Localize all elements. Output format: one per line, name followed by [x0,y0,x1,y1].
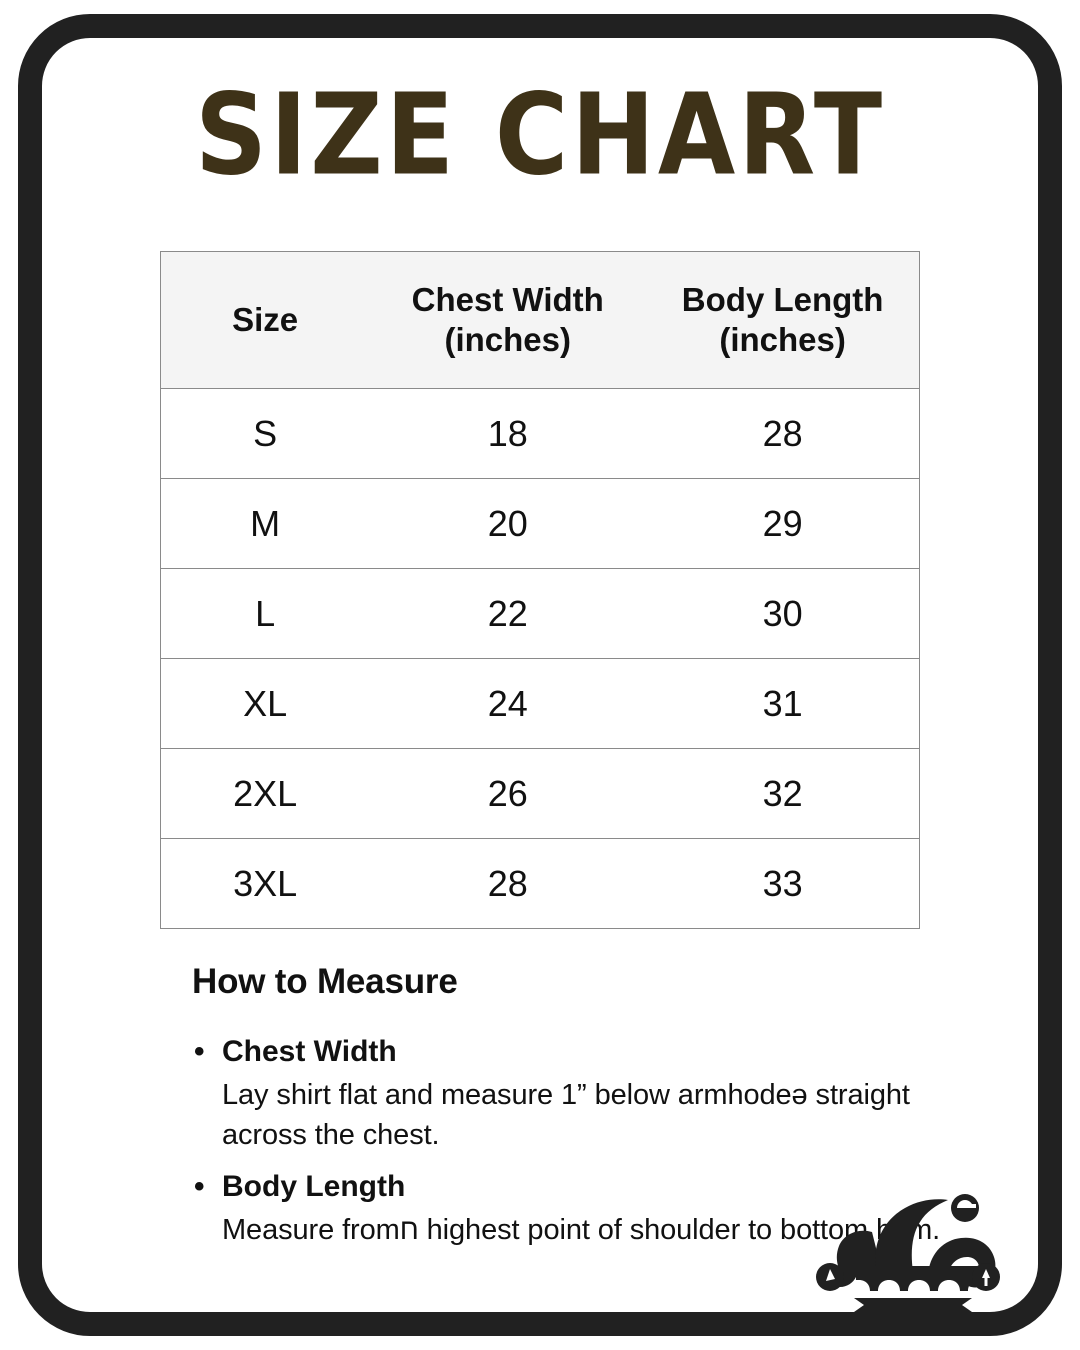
cell-body-length: 28 [762,412,803,454]
page-title: SIZE CHART [194,69,886,201]
how-to-measure-heading: How to Measure [192,962,458,1001]
table-row: 3XL 28 33 [161,839,920,929]
column-header-chest-width: Chest Width (inches) [369,251,647,389]
cell-size: M [250,502,281,544]
cell-size: 3XL [233,862,298,904]
table-row: L 22 30 [160,569,920,659]
cell-chest-width: 24 [487,682,528,724]
size-chart-table: Size Chest Width (inches) Body Length (i… [160,251,920,929]
bullet-title-body-length: • Body Length [192,1167,962,1206]
bullet-dot-icon: • [194,1035,205,1068]
cell-body-length: 29 [762,502,803,544]
table-row: 2XL 26 32 [160,749,920,839]
bullet-title-text: Chest Width [222,1035,397,1068]
cell-chest-width: 26 [487,772,528,814]
column-header-size: Size [160,251,370,389]
jester-hat-logo [810,1192,1006,1312]
cell-body-length: 33 [762,862,803,904]
size-table-container: Size Chest Width (inches) Body Length (i… [160,251,920,929]
list-item: • Chest Width Lay shirt flat and measure… [192,1032,962,1155]
column-header-chest-width-line2: (inches) [444,321,571,358]
column-header-chest-width-line1: Chest Width [411,280,604,318]
table-body: S 18 28 M 20 29 L 22 30 XL [160,389,920,929]
cell-size: S [253,412,278,454]
bullet-dot-icon: • [194,1170,205,1204]
cell-size: L [255,592,276,634]
cell-chest-width: 20 [487,502,528,544]
cell-body-length: 32 [762,772,803,814]
table-row: M 20 29 [160,479,920,569]
bullet-body-chest-width: Lay shirt flat and measure 1” below armh… [222,1079,910,1152]
bullet-title-chest-width: • Chest Width [192,1032,962,1071]
bullet-title-text: Body Length [222,1170,406,1204]
cell-size: XL [243,682,288,724]
cell-chest-width: 28 [487,862,528,904]
cell-size: 2XL [233,772,298,814]
cell-chest-width: 22 [487,592,528,634]
table-header-row: Size Chest Width (inches) Body Length (i… [160,251,920,389]
column-header-body-length: Body Length (inches) [646,251,920,389]
size-chart-card: SIZE CHART Size Chest Width (inches [18,14,1062,1336]
table-row: S 18 28 [160,389,920,479]
table-header: Size Chest Width (inches) Body Length (i… [160,251,920,389]
column-header-body-length-line1: Body Length [681,280,884,318]
cell-body-length: 30 [762,592,803,634]
cell-body-length: 31 [762,682,803,724]
cell-chest-width: 18 [487,412,528,454]
column-header-size-line1: Size [232,300,299,338]
table-row: XL 24 31 [160,659,920,749]
column-header-body-length-line2: (inches) [719,321,846,358]
how-to-measure-section: How to Measure • Chest Width Lay shirt f… [192,962,962,1250]
